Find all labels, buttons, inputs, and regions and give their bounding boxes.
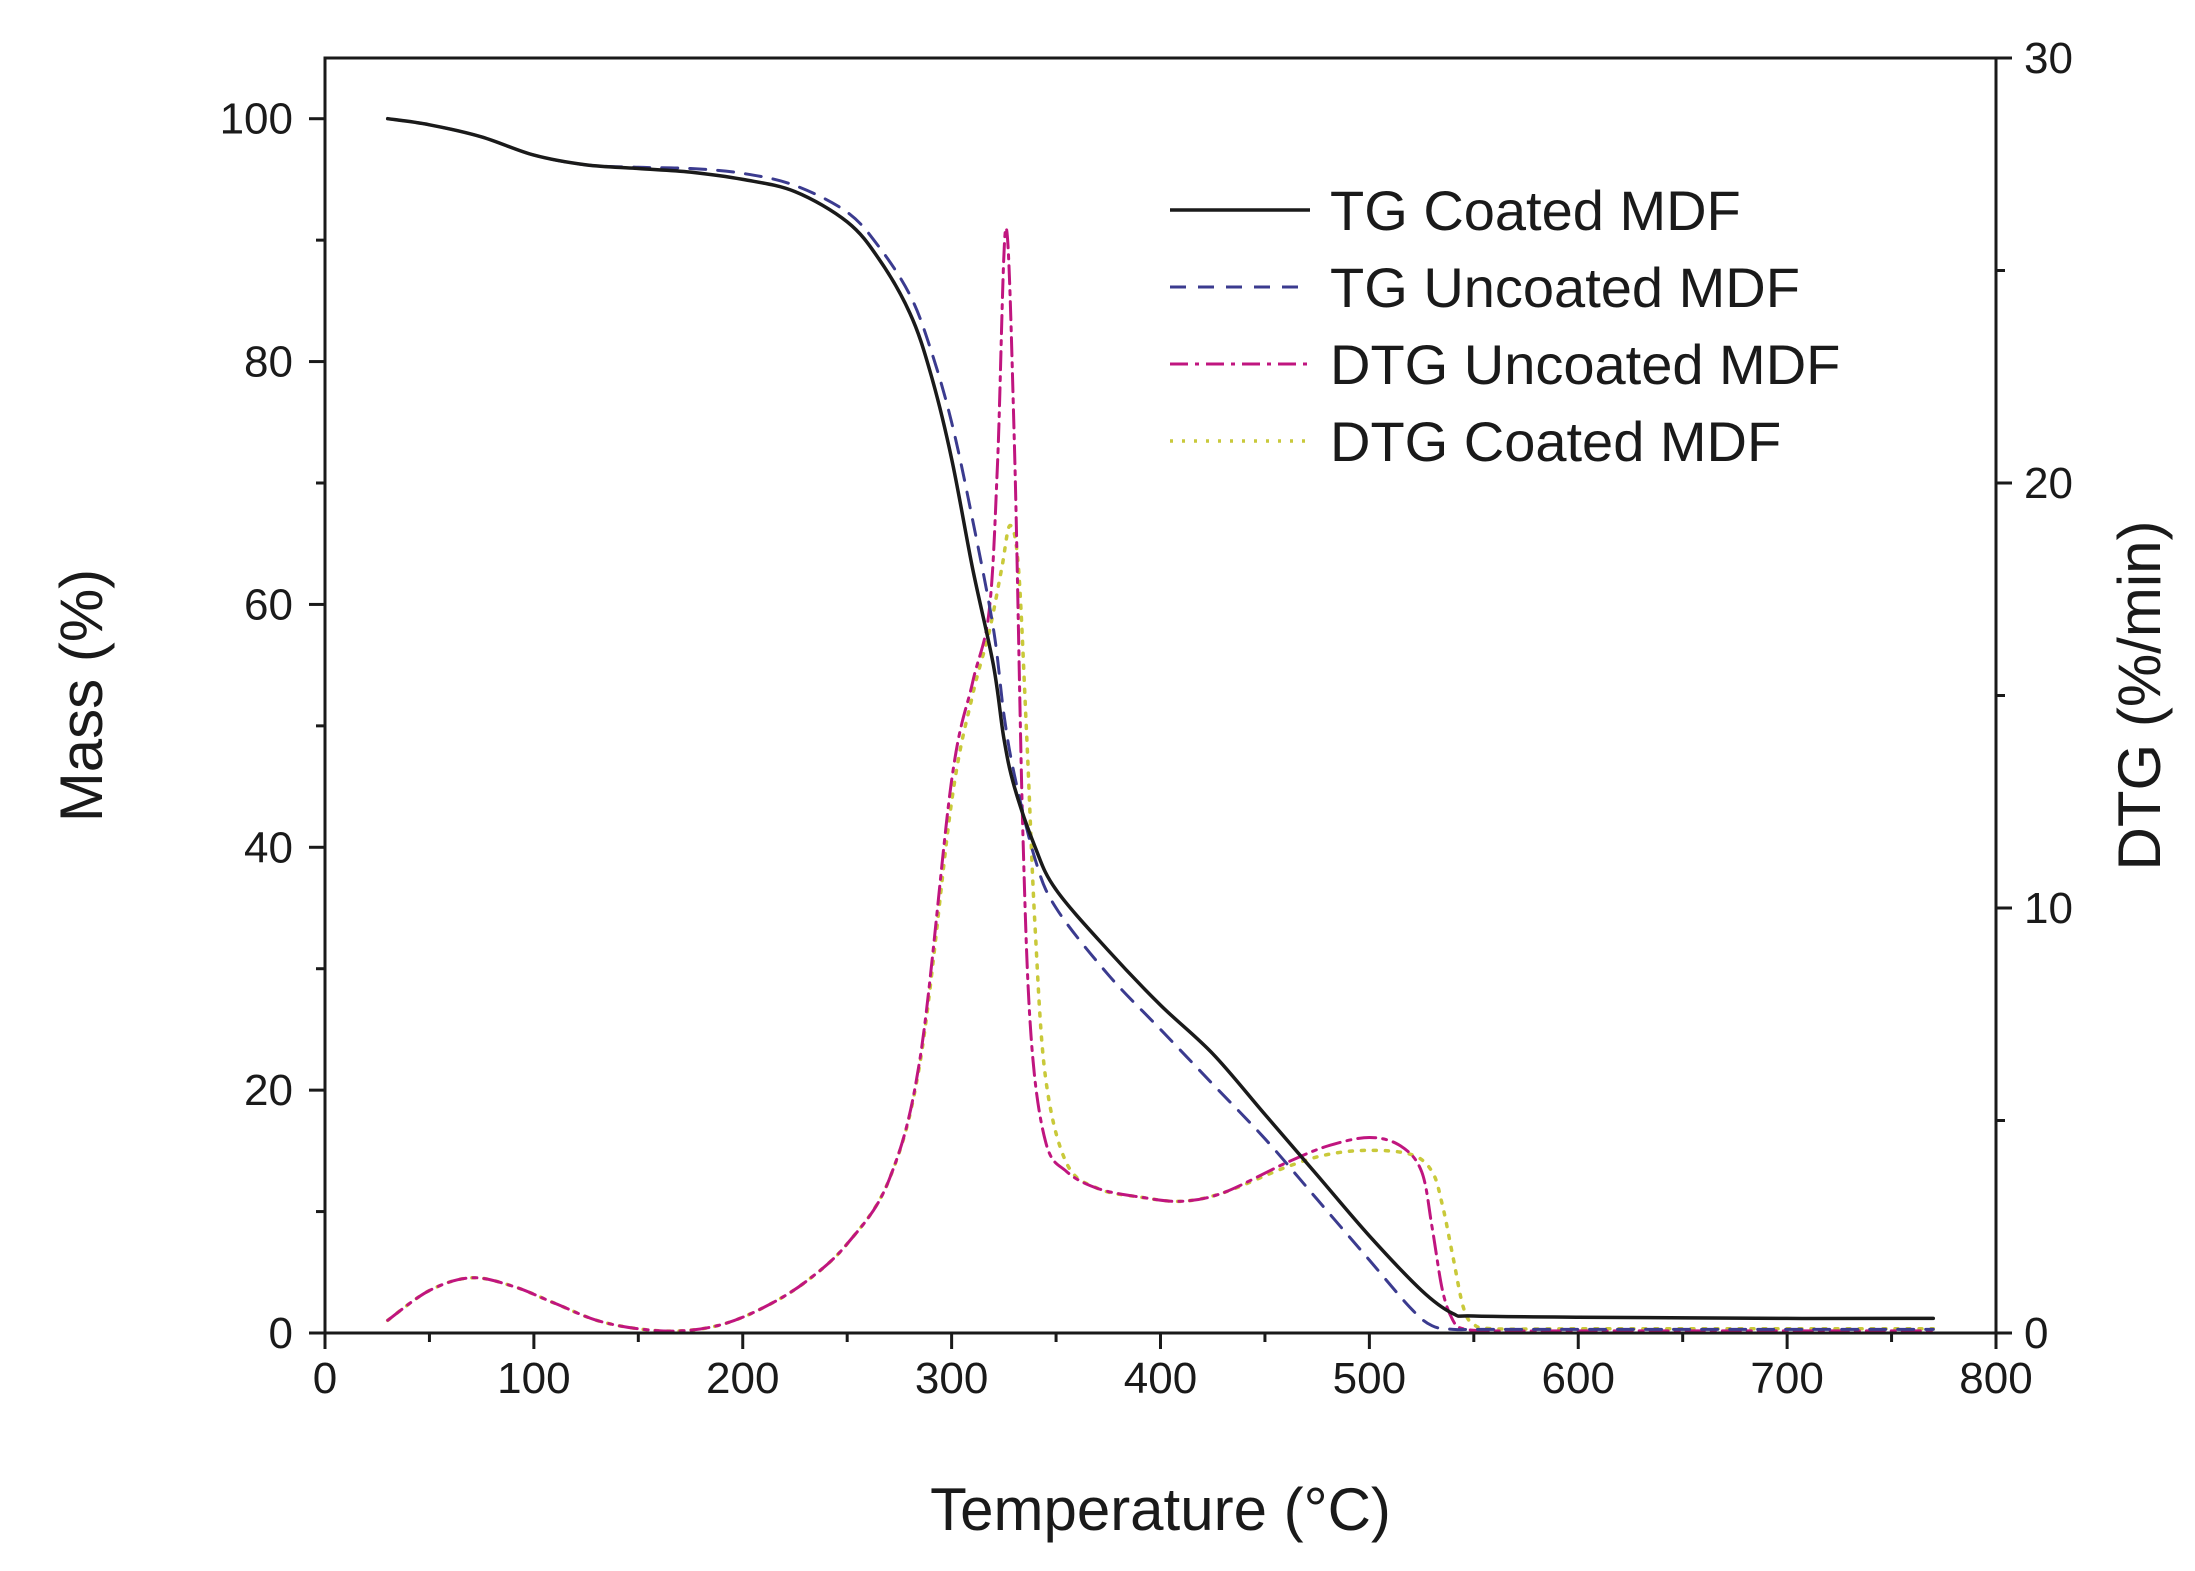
y-left-tick-label: 60: [244, 580, 293, 629]
x-tick-label: 300: [915, 1354, 988, 1403]
dtg-uncoated-line: [386, 226, 1935, 1333]
y-left-axis-title: Mass (%): [48, 569, 115, 822]
x-tick-label: 400: [1124, 1354, 1197, 1403]
x-axis-title: Temperature (°C): [930, 1476, 1391, 1543]
x-tick-label: 800: [1959, 1354, 2032, 1403]
legend-label-dtg-coated-line: DTG Coated MDF: [1330, 410, 1781, 473]
y-left-tick-label: 80: [244, 338, 293, 387]
plot-layer: [385, 116, 1936, 1333]
legend-label-tg-coated-line: TG Coated MDF: [1330, 179, 1741, 242]
y-left-tick-label: 100: [220, 95, 293, 144]
x-tick-label: 0: [313, 1354, 337, 1403]
y-right-tick-label: 10: [2024, 884, 2073, 933]
tg-coated-line: [385, 116, 1936, 1321]
y-left-tick-label: 0: [269, 1309, 293, 1358]
x-tick-label: 600: [1542, 1354, 1615, 1403]
legend: TG Coated MDF TG Uncoated MDF DTG Uncoated…: [1170, 179, 1840, 473]
axes-layer: 0 100 200 300 400 500 600 700 800020406080100010…: [48, 34, 2173, 1543]
y-right-axis-title: DTG (%/min): [2106, 521, 2173, 871]
y-left-tick-label: 20: [244, 1066, 293, 1115]
legend-label-dtg-uncoated-line: DTG Uncoated MDF: [1330, 333, 1840, 396]
x-tick-label: 100: [497, 1354, 570, 1403]
legend-label-tg-uncoated-line: TG Uncoated MDF: [1330, 256, 1800, 319]
tg-uncoated-line: [386, 117, 1935, 1332]
y-left-tick-label: 40: [244, 823, 293, 872]
y-right-tick-label: 30: [2024, 34, 2073, 83]
x-tick-label: 700: [1750, 1354, 1823, 1403]
plot-frame: [323, 56, 1998, 1335]
y-right-tick-label: 20: [2024, 459, 2073, 508]
x-tick-label: 200: [706, 1354, 779, 1403]
x-tick-label: 500: [1333, 1354, 1406, 1403]
dtg-coated-line: [385, 523, 1936, 1333]
y-right-tick-label: 0: [2024, 1309, 2048, 1358]
